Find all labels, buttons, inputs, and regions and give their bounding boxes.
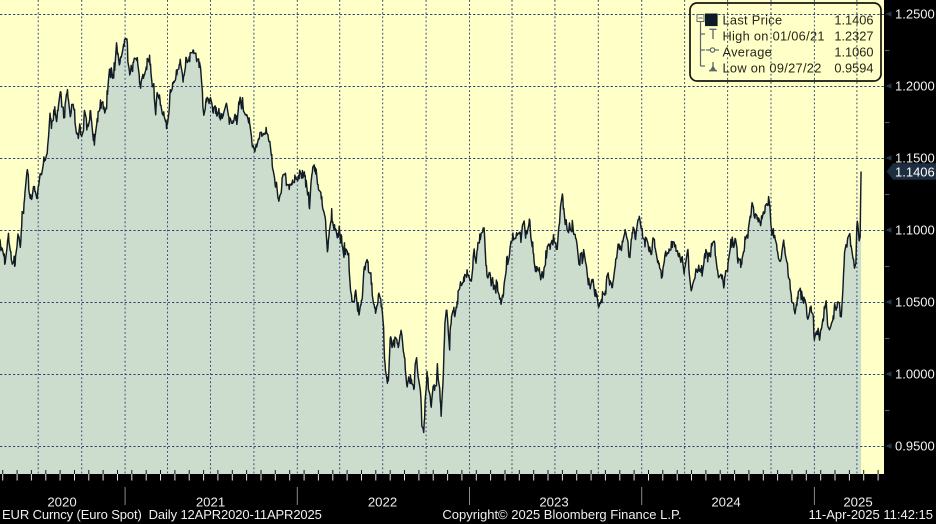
svg-text:2024: 2024 [711,495,740,510]
svg-text:Low on 09/27/22: Low on 09/27/22 [723,61,822,76]
svg-text:1.2327: 1.2327 [834,29,873,44]
svg-text:1.0000: 1.0000 [895,367,935,382]
svg-text:Last Price: Last Price [723,13,783,28]
svg-text:2020: 2020 [47,495,76,510]
svg-text:1.1406: 1.1406 [834,13,873,28]
svg-text:2023: 2023 [539,495,568,510]
svg-text:2022: 2022 [368,495,397,510]
svg-text:1.1406: 1.1406 [895,164,935,179]
svg-text:Average: Average [723,45,773,60]
svg-text:1.0500: 1.0500 [895,295,935,310]
svg-text:2021: 2021 [196,495,225,510]
svg-text:EUR Curncy (Euro Spot) Daily: EUR Curncy (Euro Spot) Daily 12APR2020-1… [2,507,322,522]
svg-text:1.2000: 1.2000 [895,79,935,94]
svg-text:1.1500: 1.1500 [895,151,935,166]
svg-text:11-Apr-2025 11:42:15: 11-Apr-2025 11:42:15 [808,507,933,522]
svg-text:High on 01/06/21: High on 01/06/21 [723,29,825,44]
svg-text:0.9594: 0.9594 [834,61,873,76]
svg-text:1.1060: 1.1060 [834,45,873,60]
svg-text:0.9500: 0.9500 [895,439,935,454]
svg-text:1.2500: 1.2500 [895,7,935,22]
svg-text:Copyright© 2025 Bloomberg Fina: Copyright© 2025 Bloomberg Finance L.P. [442,507,681,522]
svg-text:1.1000: 1.1000 [895,223,935,238]
svg-text:2025: 2025 [843,495,872,510]
